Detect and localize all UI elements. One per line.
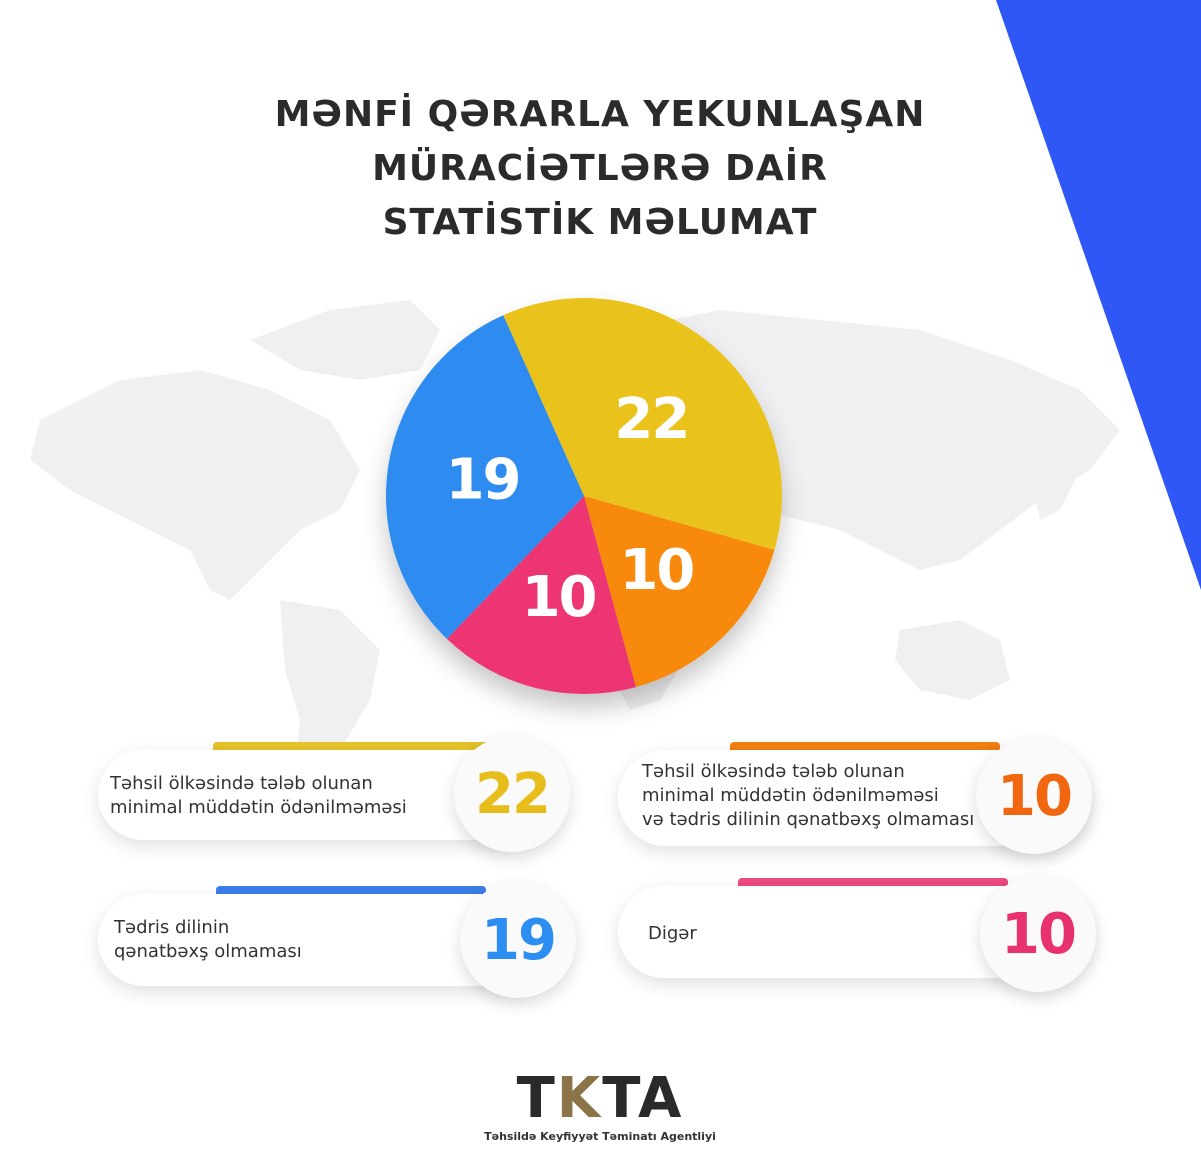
legend-card-1-line-2: minimal müddətin ödənilməməsi: [110, 797, 407, 818]
legend-card-4-value: 10: [1001, 901, 1077, 967]
legend-card-2: Təhsil ölkəsində tələb olunan minimal mü…: [618, 738, 1098, 854]
pie-slice-label-3: 10: [522, 565, 596, 630]
legend-card-3-line-2: qənatbəxş olmaması: [114, 941, 302, 962]
pie-chart: 22 10 10 19: [386, 298, 806, 700]
pie-slice-label-4: 19: [446, 447, 520, 512]
legend-card-1-label: Təhsil ölkəsində tələb olunan minimal mü…: [110, 772, 440, 820]
legend-card-1-accent-bar: [213, 742, 493, 750]
legend-card-1-value: 22: [475, 761, 551, 827]
pie-slice-4: [386, 315, 584, 639]
legend-card-2-line-1: Təhsil ölkəsində tələb olunan: [642, 761, 905, 782]
pie-slice-label-2: 10: [619, 538, 693, 603]
legend-card-2-value-circle: 10: [976, 738, 1092, 854]
logo-letters-ta: TA: [602, 1066, 684, 1131]
legend-card-1-value-circle: 22: [454, 736, 570, 852]
legend-card-3-label: Tədris dilinin qənatbəxş olmaması: [114, 916, 414, 964]
legend-card-4-accent-bar: [738, 878, 1008, 886]
pie-slice-1: [503, 298, 782, 550]
legend-card-3-line-1: Tədris dilinin: [114, 917, 230, 938]
legend-card-3-value: 19: [481, 907, 557, 973]
page-title: MƏNFİ QƏRARLA YEKUNLAŞAN MÜRACİƏTLƏRƏ DA…: [200, 88, 1000, 250]
logo-wordmark: TKTA: [470, 1070, 730, 1128]
legend-card-2-line-2: minimal müddətin ödənilməməsi: [642, 785, 939, 806]
title-line-2: MÜRACİƏTLƏRƏ DAİR: [372, 148, 828, 189]
pie-slice-3: [446, 496, 636, 694]
legend-card-1-line-1: Təhsil ölkəsində tələb olunan: [110, 773, 373, 794]
legend-card-3-accent-bar: [216, 886, 486, 894]
legend-card-2-value: 10: [997, 763, 1073, 829]
legend-card-3: Tədris dilinin qənatbəxş olmaması 19: [98, 882, 576, 998]
legend-card-2-line-3: və tədris dilinin qənatbəxş olmaması: [642, 809, 975, 830]
legend-card-4-value-circle: 10: [980, 876, 1096, 992]
legend-card-2-label: Təhsil ölkəsində tələb olunan minimal mü…: [642, 760, 1002, 832]
legend-card-4: Digər 10: [618, 876, 1108, 992]
title-line-1: MƏNFİ QƏRARLA YEKUNLAŞAN: [274, 94, 926, 135]
logo-letter-k: K: [556, 1066, 603, 1131]
logo-subtitle: Təhsildə Keyfiyyət Təminatı Agentliyi: [484, 1130, 716, 1143]
legend-card-2-accent-bar: [730, 742, 1000, 750]
legend-card-4-line-1: Digər: [648, 923, 697, 944]
tkta-logo: TKTA Təhsildə Keyfiyyət Təminatı Agentli…: [470, 1070, 730, 1144]
pie-slice-2: [584, 496, 775, 688]
title-line-3: STATİSTİK MƏLUMAT: [382, 202, 818, 243]
legend-card-4-label: Digər: [648, 922, 948, 946]
pie-slice-label-1: 22: [614, 387, 688, 452]
logo-letter-t: T: [516, 1066, 557, 1131]
legend-card-3-value-circle: 19: [460, 882, 576, 998]
legend-card-1: Təhsil ölkəsində tələb olunan minimal mü…: [98, 736, 570, 852]
